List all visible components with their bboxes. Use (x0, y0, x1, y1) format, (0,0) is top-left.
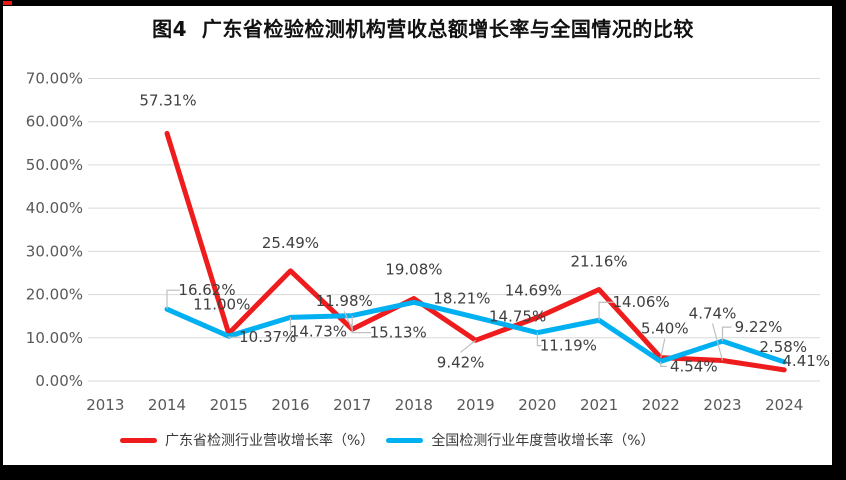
frame-border-right (832, 0, 846, 480)
y-axis-tick-label: 30.00% (26, 242, 83, 260)
x-axis-tick-label: 2024 (765, 396, 803, 414)
label-leader-line (536, 332, 542, 347)
legend-item-national: 全国检测行业年度营收增长率（%） (386, 430, 655, 450)
y-axis-tick-label: 0.00% (35, 372, 83, 390)
x-axis-tick-label: 2015 (210, 396, 248, 414)
x-axis-tick-label: 2013 (86, 396, 124, 414)
label-leader-line (166, 289, 181, 310)
series-line-national (164, 299, 787, 365)
data-label: 11.19% (540, 337, 597, 355)
label-leader-line (460, 339, 476, 353)
data-label: 5.40% (641, 320, 689, 338)
y-axis-tick-label: 60.00% (26, 113, 83, 131)
x-axis-tick-label: 2023 (703, 396, 741, 414)
chart-title: 图4 广东省检验检测机构营收总额增长率与全国情况的比较 (152, 17, 694, 41)
y-axis-tick-label: 70.00% (26, 70, 83, 88)
label-leader-line (228, 336, 241, 338)
data-label: 2.58% (759, 338, 807, 356)
y-axis-tick-label: 40.00% (26, 199, 83, 217)
label-leader-line (660, 361, 667, 367)
label-leader-line (351, 315, 372, 334)
legend: 广东省检测行业营收增长率（%） 全国检测行业年度营收增长率（%） (120, 430, 655, 450)
y-axis-tick-label: 20.00% (26, 286, 83, 304)
red-corner-mark (3, 1, 12, 5)
data-label: 14.75% (489, 307, 546, 325)
x-axis-tick-label: 2021 (580, 396, 618, 414)
label-leader-line (711, 323, 724, 361)
legend-line-swatch-red (120, 437, 157, 443)
legend-label-guangdong: 广东省检测行业营收增长率（%） (165, 433, 375, 449)
data-label: 9.42% (437, 353, 485, 371)
data-label: 11.98% (316, 292, 373, 310)
x-axis-tick-label: 2014 (148, 396, 186, 414)
data-label: 15.13% (370, 324, 427, 342)
label-leader-line (343, 310, 353, 330)
data-label: 14.73% (290, 322, 347, 340)
data-label: 4.54% (670, 357, 718, 375)
x-axis-tick-label: 2020 (518, 396, 556, 414)
legend-line-swatch-blue (386, 437, 424, 443)
label-leader-line (660, 338, 666, 358)
x-axis-tick-label: 2016 (271, 396, 309, 414)
x-axis-tick-label: 2018 (395, 396, 433, 414)
data-label: 19.08% (385, 261, 442, 279)
x-axis-tick-label: 2019 (457, 396, 495, 414)
data-label: 25.49% (262, 234, 319, 252)
frame-border-left (0, 0, 3, 480)
y-axis-tick-label: 50.00% (26, 156, 83, 174)
frame-border-bottom (0, 465, 846, 480)
data-label: 16.62% (178, 281, 235, 299)
x-axis-tick-label: 2017 (333, 396, 371, 414)
label-leader-line (289, 317, 292, 332)
y-axis-tick-label: 10.00% (26, 329, 83, 347)
label-leader-line (598, 301, 615, 321)
data-label: 9.22% (735, 318, 783, 336)
data-label: 10.37% (239, 328, 296, 346)
data-label: 14.06% (612, 293, 669, 311)
data-label: 21.16% (570, 253, 627, 271)
data-label: 11.00% (193, 295, 250, 313)
data-label: 57.31% (139, 91, 196, 109)
legend-label-national: 全国检测行业年度营收增长率（%） (431, 433, 655, 449)
legend-item-guangdong: 广东省检测行业营收增长率（%） (120, 430, 374, 450)
x-axis-tick-label: 2022 (642, 396, 680, 414)
label-leader-line (721, 326, 732, 342)
data-label: 14.69% (505, 282, 562, 300)
data-label: 4.41% (782, 352, 830, 370)
data-label: 18.21% (433, 289, 490, 307)
frame-border-top (0, 0, 846, 6)
data-label: 4.74% (689, 305, 737, 323)
